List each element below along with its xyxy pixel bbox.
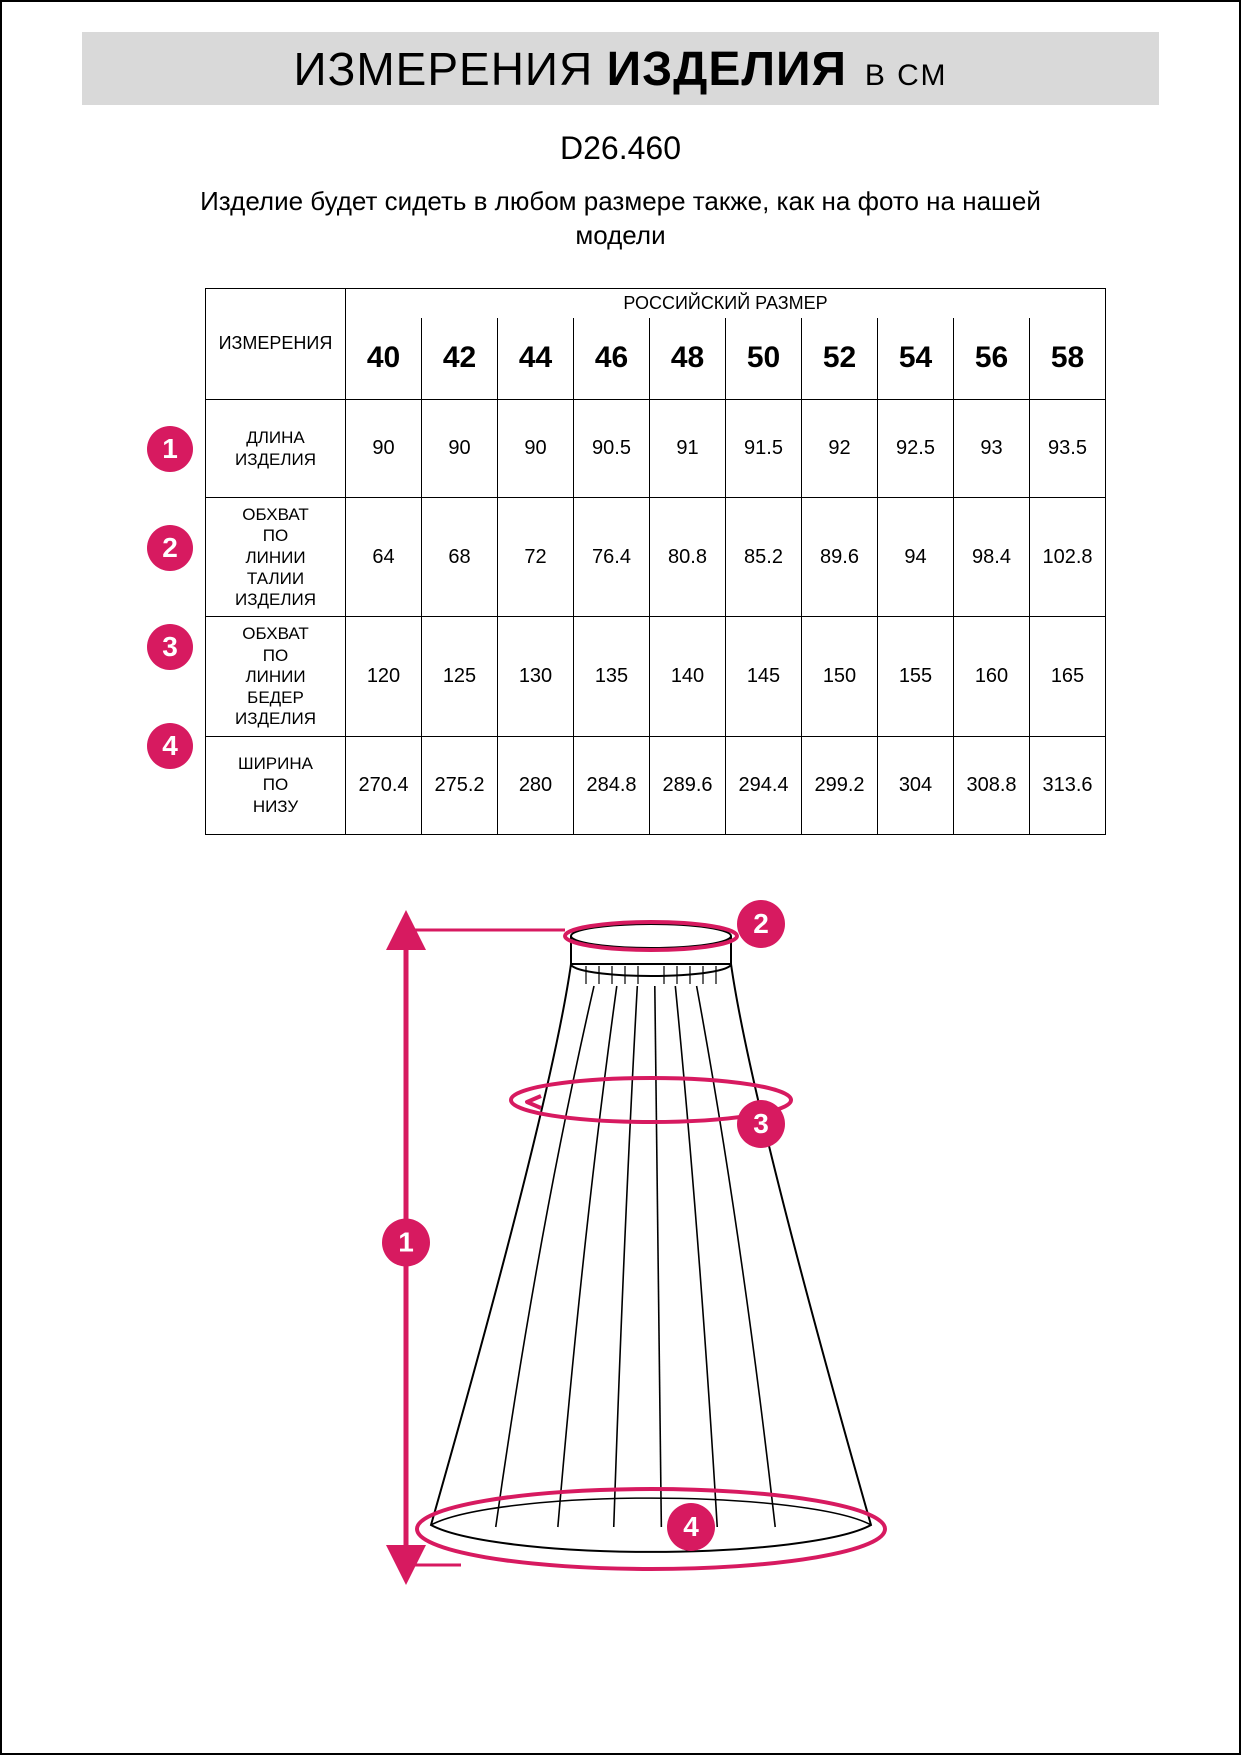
measurement-value: 93 bbox=[954, 400, 1030, 498]
size-header: 56 bbox=[954, 318, 1030, 400]
measurement-value: 68 bbox=[422, 498, 498, 617]
measurement-value: 308.8 bbox=[954, 736, 1030, 834]
measurement-value: 299.2 bbox=[802, 736, 878, 834]
measurement-value: 94 bbox=[878, 498, 954, 617]
skirt-diagram: 1 2 3 4 bbox=[42, 875, 1199, 1600]
measurement-label: ДЛИНАИЗДЕЛИЯ bbox=[206, 400, 346, 498]
measurement-value: 135 bbox=[574, 617, 650, 736]
size-header: 44 bbox=[498, 318, 574, 400]
measurement-value: 90.5 bbox=[574, 400, 650, 498]
row-badge: 2 bbox=[147, 525, 193, 571]
measurement-value: 275.2 bbox=[422, 736, 498, 834]
title-unit: В СМ bbox=[865, 59, 948, 92]
size-header: 46 bbox=[574, 318, 650, 400]
measurement-value: 102.8 bbox=[1030, 498, 1106, 617]
svg-text:2: 2 bbox=[753, 908, 769, 939]
measurement-value: 313.6 bbox=[1030, 736, 1106, 834]
product-code: D26.460 bbox=[42, 130, 1199, 167]
skirt-svg: 1 2 3 4 bbox=[311, 875, 931, 1595]
size-header: 54 bbox=[878, 318, 954, 400]
measurement-value: 280 bbox=[498, 736, 574, 834]
measurement-value: 92 bbox=[802, 400, 878, 498]
measurement-value: 92.5 bbox=[878, 400, 954, 498]
size-table: ИЗМЕРЕНИЯРОССИЙСКИЙ РАЗМЕР40424446485052… bbox=[205, 288, 1106, 835]
fit-note: Изделие будет сидеть в любом размере так… bbox=[162, 185, 1079, 253]
measurement-value: 89.6 bbox=[802, 498, 878, 617]
measurement-value: 72 bbox=[498, 498, 574, 617]
page: ИЗМЕРЕНИЯ ИЗДЕЛИЯ В СМ D26.460 Изделие б… bbox=[0, 0, 1241, 1755]
measurement-value: 85.2 bbox=[726, 498, 802, 617]
size-header: 58 bbox=[1030, 318, 1106, 400]
measurement-value: 130 bbox=[498, 617, 574, 736]
measure-column-header: ИЗМЕРЕНИЯ bbox=[206, 288, 346, 400]
measurement-value: 270.4 bbox=[346, 736, 422, 834]
measurement-value: 294.4 bbox=[726, 736, 802, 834]
measurement-value: 120 bbox=[346, 617, 422, 736]
row-badges-column: 1 2 3 4 bbox=[135, 288, 205, 835]
size-header: 42 bbox=[422, 318, 498, 400]
size-header: 40 bbox=[346, 318, 422, 400]
table-wrap: 1 2 3 4 ИЗМЕРЕНИЯРОССИЙСКИЙ РАЗМЕР404244464… bbox=[42, 288, 1199, 835]
measurement-value: 145 bbox=[726, 617, 802, 736]
measurement-value: 64 bbox=[346, 498, 422, 617]
measurement-value: 80.8 bbox=[650, 498, 726, 617]
measurement-value: 140 bbox=[650, 617, 726, 736]
svg-text:1: 1 bbox=[398, 1226, 414, 1257]
measurement-label: ОБХВАТПОЛИНИИБЕДЕРИЗДЕЛИЯ bbox=[206, 617, 346, 736]
measurement-value: 160 bbox=[954, 617, 1030, 736]
title-bar: ИЗМЕРЕНИЯ ИЗДЕЛИЯ В СМ bbox=[82, 32, 1159, 105]
size-header: 48 bbox=[650, 318, 726, 400]
measurement-value: 90 bbox=[422, 400, 498, 498]
size-header: 52 bbox=[802, 318, 878, 400]
measurement-value: 289.6 bbox=[650, 736, 726, 834]
measurement-value: 90 bbox=[498, 400, 574, 498]
measurement-value: 284.8 bbox=[574, 736, 650, 834]
row-badge: 3 bbox=[147, 624, 193, 670]
measurement-value: 91 bbox=[650, 400, 726, 498]
measurement-value: 76.4 bbox=[574, 498, 650, 617]
svg-text:4: 4 bbox=[683, 1511, 699, 1542]
size-group-header: РОССИЙСКИЙ РАЗМЕР bbox=[346, 288, 1106, 318]
row-badge: 1 bbox=[147, 426, 193, 472]
row-badge-cell: 4 bbox=[135, 697, 205, 796]
svg-text:3: 3 bbox=[753, 1108, 769, 1139]
measurement-label: ШИРИНАПОНИЗУ bbox=[206, 736, 346, 834]
title-word-2: ИЗДЕЛИЯ bbox=[607, 43, 847, 96]
row-badge-cell: 3 bbox=[135, 598, 205, 697]
measurement-value: 91.5 bbox=[726, 400, 802, 498]
measurement-value: 90 bbox=[346, 400, 422, 498]
measurement-value: 93.5 bbox=[1030, 400, 1106, 498]
row-badge-cell: 2 bbox=[135, 499, 205, 598]
measurement-label: ОБХВАТПОЛИНИИТАЛИИИЗДЕЛИЯ bbox=[206, 498, 346, 617]
size-header: 50 bbox=[726, 318, 802, 400]
row-badge: 4 bbox=[147, 723, 193, 769]
measurement-value: 155 bbox=[878, 617, 954, 736]
measurement-value: 165 bbox=[1030, 617, 1106, 736]
measurement-value: 125 bbox=[422, 617, 498, 736]
row-badge-cell: 1 bbox=[135, 400, 205, 499]
measurement-value: 98.4 bbox=[954, 498, 1030, 617]
measurement-value: 304 bbox=[878, 736, 954, 834]
measurement-value: 150 bbox=[802, 617, 878, 736]
title-word-1: ИЗМЕРЕНИЯ bbox=[294, 43, 594, 95]
